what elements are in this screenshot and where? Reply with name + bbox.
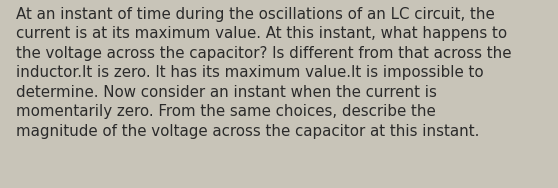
Text: At an instant of time during the oscillations of an LC circuit, the
current is a: At an instant of time during the oscilla… [16, 7, 511, 139]
